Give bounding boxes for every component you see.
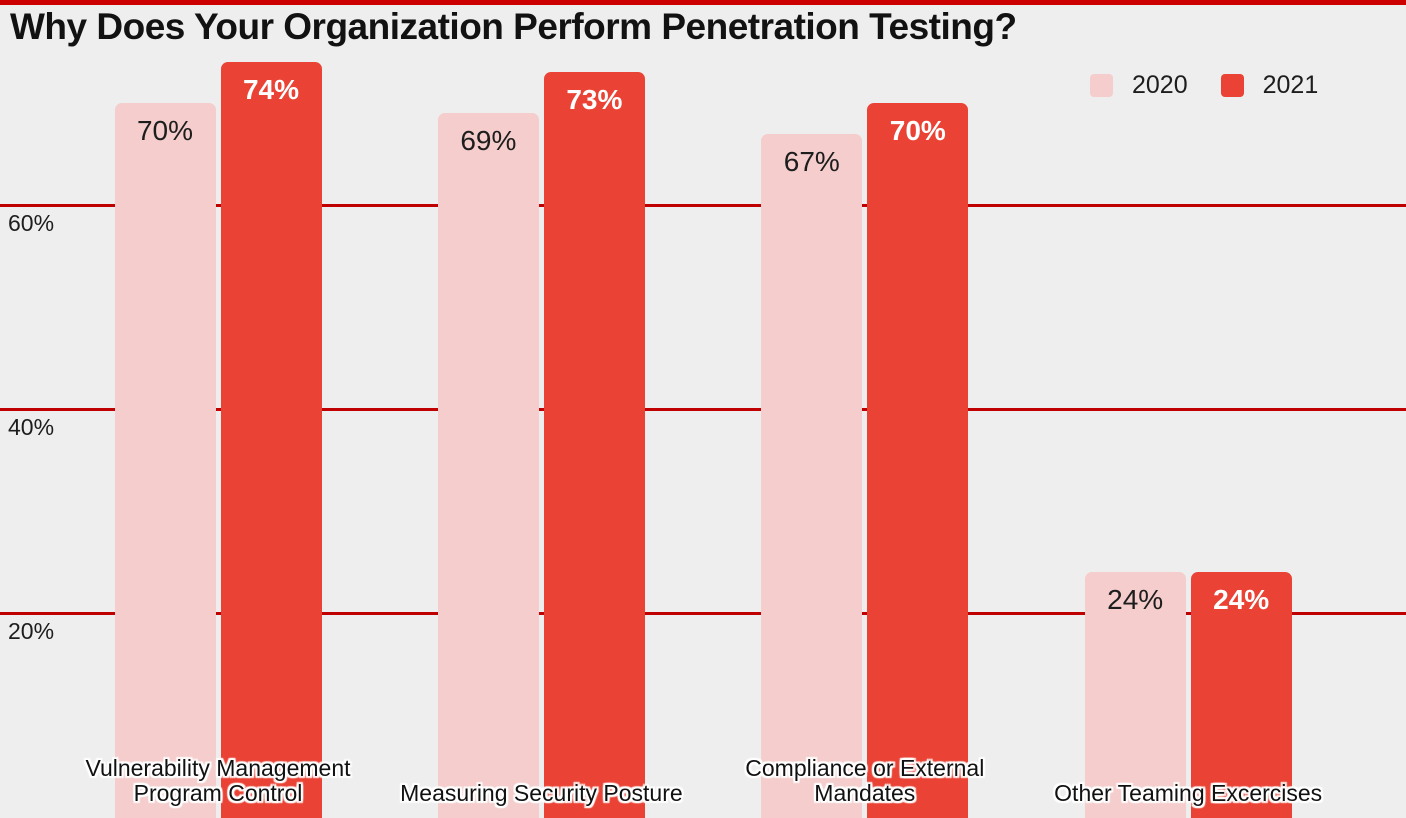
chart-title: Why Does Your Organization Perform Penet…	[10, 6, 1017, 47]
bar-value-label: 74%	[242, 74, 300, 106]
legend: 2020 2021	[1090, 71, 1318, 100]
bar-2021: 74%	[220, 62, 322, 818]
y-tick-label: 20%	[8, 618, 55, 644]
category-label: Other Teaming Excercises	[1054, 780, 1323, 807]
category-label: Vulnerability Management Program Control	[85, 754, 351, 807]
bar-2021: 73%	[543, 72, 645, 818]
bar-2021: 70%	[867, 103, 969, 818]
category-label: Measuring Security Posture	[400, 780, 683, 807]
bar-2021: 24%	[1190, 572, 1292, 818]
bar-value-label: 67%	[783, 145, 840, 177]
y-tick-label: 40%	[8, 414, 55, 440]
legend-swatch-2020	[1090, 74, 1113, 97]
bar-2020: 69%	[437, 113, 539, 818]
y-tick-label: 60%	[8, 210, 55, 236]
bar-value-label: 24%	[1107, 584, 1164, 616]
legend-item-2020: 2020	[1090, 71, 1188, 100]
legend-label-2021: 2021	[1262, 71, 1319, 99]
bar-value-label: 24%	[1213, 584, 1270, 616]
bar-2020: 70%	[114, 103, 216, 818]
legend-swatch-2021	[1220, 74, 1244, 97]
gridline	[0, 612, 1406, 615]
bar-value-label: 70%	[889, 115, 946, 146]
bar-2020: 24%	[1084, 572, 1186, 818]
bar-2020: 67%	[761, 133, 863, 818]
category-label: Compliance or External Mandates	[745, 754, 985, 807]
legend-label-2020: 2020	[1132, 71, 1188, 99]
bar-value-label: 73%	[566, 84, 623, 116]
gridline	[0, 204, 1406, 207]
legend-item-2021: 2021	[1220, 71, 1319, 100]
gridline	[0, 408, 1406, 411]
bar-value-label: 69%	[460, 125, 517, 157]
bar-value-label: 70%	[136, 115, 194, 146]
top-accent-line	[0, 0, 1406, 5]
